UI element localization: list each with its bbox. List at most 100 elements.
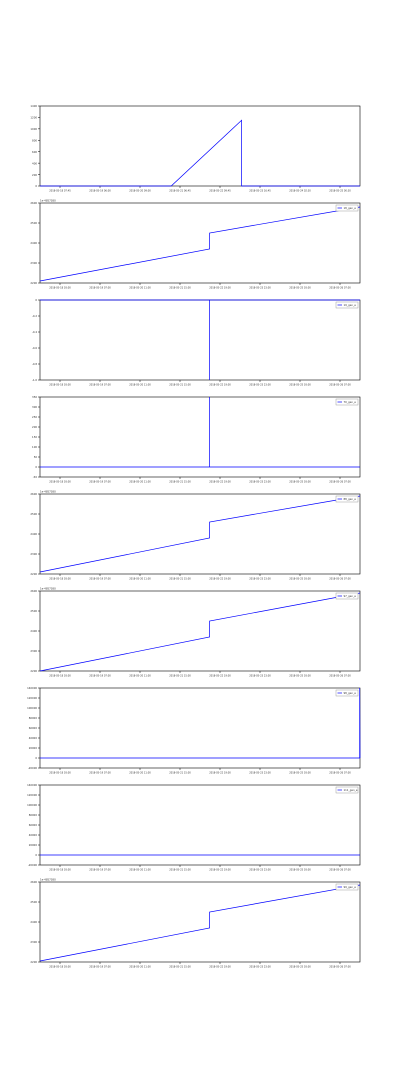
y-tick-label: 1400 — [30, 104, 37, 108]
legend-label: 98_gen_e — [344, 691, 357, 695]
x-tick-label: 2018-05-18 03:00 — [49, 869, 71, 872]
y-tick-label: 300 — [32, 405, 37, 409]
y-tick-label: 100 — [32, 445, 37, 449]
x-tick-label: 2018-05-23 23:00 — [249, 675, 271, 678]
y-tick-label: 50 — [34, 455, 38, 459]
x-tick-label: 2018-05-23 23:00 — [249, 869, 271, 872]
series-line-1 — [40, 119, 360, 187]
y-tick-label: 0 — [35, 298, 37, 302]
plot-area — [39, 590, 361, 672]
x-tick-label: 2018-05-25 03:00 — [289, 578, 311, 581]
x-tick-label: 2018-05-26 07:00 — [329, 481, 351, 484]
x-tick-label: 2018-05-25 03:00 — [289, 869, 311, 872]
x-tick-label: 2018-05-22 19:00 — [209, 675, 231, 678]
chart-panel-9: 2200 2300 2400 2500 2600 2018-05-18 03:00 2018… — [30, 878, 361, 969]
x-tick-label: 2018-05-21 15:00 — [169, 675, 191, 678]
x-tick-label: 2018-05-26 07:00 — [329, 384, 351, 387]
y-tick-label: 400 — [32, 161, 37, 165]
y-offset-label: 1e-4857380 — [40, 199, 56, 203]
series-line-1 — [40, 397, 360, 468]
x-tick-label: 2018-05-21 15:00 — [169, 384, 191, 387]
y-tick-label: 350 — [32, 395, 37, 399]
x-tick-label: 2018-05-26 07:00 — [329, 772, 351, 775]
x-tick-label: 2018-05-18 03:00 — [49, 578, 71, 581]
y-tick-label: 1000 — [30, 127, 37, 131]
y-tick-label: 2300 — [30, 261, 37, 265]
y-tick-label: 2500 — [30, 221, 37, 225]
series-line-1 — [40, 299, 360, 380]
legend-label: 88_gen_e — [344, 497, 357, 501]
legend-box — [335, 495, 359, 503]
x-tick-label: 2018-05-20 11:00 — [129, 481, 151, 484]
y-tick-label: 40000 — [29, 833, 38, 837]
y-tick-label: 80000 — [29, 813, 38, 817]
y-tick-label: 2200 — [30, 281, 37, 285]
x-tick-label: 2018-05-18 03:00 — [49, 675, 71, 678]
series-line-1 — [39, 495, 361, 573]
y-tick-label: 0 — [35, 184, 37, 188]
plot-area — [39, 299, 361, 381]
y-tick-label: 60000 — [29, 726, 38, 730]
y-tick-label: -0.8 — [32, 362, 37, 366]
x-tick-label: 2018-05-20 11:00 — [129, 966, 151, 969]
x-tick-label: 2018-05-19 07:00 — [89, 772, 111, 775]
x-tick-label: 2018-05-23 16:45 — [249, 190, 271, 193]
plot-area — [39, 687, 361, 769]
y-tick-label: 0 — [35, 853, 37, 857]
x-tick-label: 2018-05-22 19:00 — [209, 481, 231, 484]
y-offset-label: 1e-4857380 — [40, 878, 56, 882]
x-tick-label: 2018-05-19 06:00 — [89, 190, 111, 193]
series-line-1 — [39, 884, 361, 962]
x-tick-label: 2018-05-19 07:00 — [89, 675, 111, 678]
x-tick-label: 2018-05-20 11:00 — [129, 869, 151, 872]
chart-panel-6: 2200 2300 2400 2500 2600 2018-05-18 03:00 2018… — [30, 587, 361, 678]
x-tick-label: 2018-05-19 07:00 — [89, 287, 111, 290]
x-tick-label: 2018-05-19 07:00 — [89, 869, 111, 872]
y-tick-label: 2300 — [30, 649, 37, 653]
legend-label: 19_gen_e — [344, 303, 357, 307]
y-tick-label: 600 — [32, 150, 37, 154]
series-line-1 — [39, 206, 361, 282]
legend-box — [335, 883, 359, 891]
y-tick-label: 120000 — [27, 793, 37, 797]
plot-area — [39, 881, 361, 963]
x-tick-label: 2018-05-21 15:00 — [169, 287, 191, 290]
x-tick-label: 2018-05-25 03:00 — [289, 675, 311, 678]
x-tick-label: 2018-05-26 07:00 — [329, 675, 351, 678]
x-tick-label: 2018-05-25 00:30 — [329, 190, 351, 193]
chart-panel-3: -1.0 -0.8 -0.6 -0.4 -0.2 0 2018-05-18 03:00 201… — [32, 298, 361, 387]
y-tick-label: 150 — [32, 435, 37, 439]
y-tick-label: 800 — [32, 138, 37, 142]
y-tick-label: 2400 — [30, 532, 37, 536]
legend-box — [335, 398, 359, 406]
legend-box — [335, 689, 359, 697]
x-tick-label: 2018-05-21 06:45 — [169, 190, 191, 193]
y-tick-label: 140000 — [27, 686, 37, 690]
y-tick-label: 20000 — [29, 746, 38, 750]
chart-panel-4: -50 0 50 100 150 200 250 300 350 2018-05-18 03:00… — [32, 395, 361, 484]
series-line-1 — [40, 687, 361, 759]
x-tick-label: 2018-05-18 03:00 — [49, 384, 71, 387]
legend-label: 18_gen_e — [344, 206, 357, 210]
x-tick-label: 2018-05-20 11:00 — [129, 675, 151, 678]
x-tick-label: 2018-05-18 03:00 — [49, 481, 71, 484]
x-tick-label: 2018-05-22 19:00 — [209, 287, 231, 290]
x-tick-label: 2018-05-21 15:00 — [169, 481, 191, 484]
y-tick-label: 2300 — [30, 940, 37, 944]
x-tick-label: 2018-05-20 11:00 — [129, 287, 151, 290]
plot-area — [39, 105, 361, 187]
x-tick-label: 2018-05-22 09:45 — [209, 190, 231, 193]
x-tick-label: 2018-05-22 19:00 — [209, 384, 231, 387]
plot-area — [39, 784, 361, 866]
legend-label: 70_gen_e — [344, 400, 357, 404]
legend-box — [335, 301, 359, 309]
y-tick-label: 100000 — [27, 803, 37, 807]
x-tick-label: 2018-05-25 03:00 — [289, 384, 311, 387]
x-tick-label: 2018-05-19 07:00 — [89, 578, 111, 581]
chart-panel-2: 2200 2300 2400 2500 2600 2018-05-18 03:00 2018… — [30, 199, 361, 290]
y-tick-label: 2600 — [30, 880, 37, 884]
y-tick-label: -0.4 — [32, 330, 37, 334]
x-tick-label: 2018-05-21 15:00 — [169, 869, 191, 872]
legend-box — [335, 786, 359, 794]
